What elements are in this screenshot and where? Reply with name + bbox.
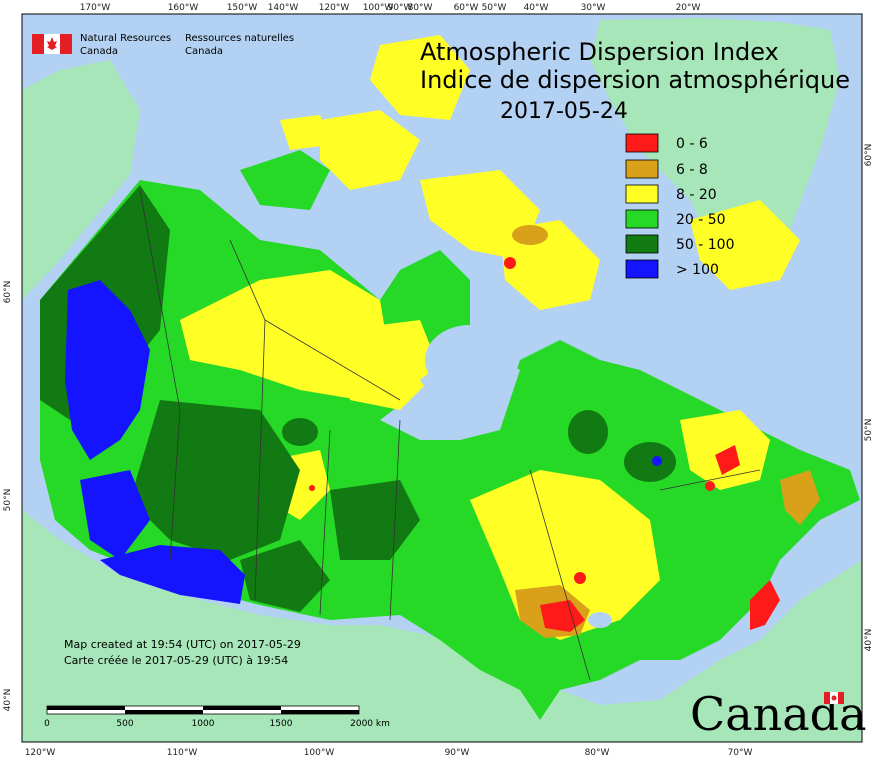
- legend-label-5: > 100: [676, 262, 719, 278]
- svg-text:40°W: 40°W: [524, 3, 549, 13]
- wordmark-flag-icon: [824, 692, 844, 704]
- graticule-top: 170°W 160°W 150°W 140°W 120°W 100°W 90°W…: [80, 3, 701, 13]
- legend-label-4: 50 - 100: [676, 237, 735, 253]
- svg-text:140°W: 140°W: [268, 3, 299, 13]
- zone-above-100: [65, 280, 662, 604]
- legend: 0 - 6 6 - 8 8 - 20 20 - 50 50 - 100 > 10…: [625, 133, 735, 279]
- svg-text:1000: 1000: [192, 719, 215, 729]
- svg-text:40°N: 40°N: [864, 629, 874, 652]
- surrounding-land: [22, 18, 862, 742]
- svg-text:60°N: 60°N: [864, 144, 874, 167]
- legend-swatch-1: [625, 159, 659, 179]
- agency-name-fr-2: Canada: [185, 46, 223, 57]
- map-date: 2017-05-24: [500, 99, 628, 124]
- legend-label-2: 8 - 20: [676, 187, 717, 203]
- svg-text:60°W: 60°W: [454, 3, 479, 13]
- legend-label-0: 0 - 6: [676, 136, 708, 152]
- legend-swatch-2: [625, 184, 659, 204]
- svg-text:60°N: 60°N: [3, 281, 13, 304]
- svg-text:80°W: 80°W: [585, 748, 610, 758]
- graticule-bottom: 120°W 110°W 100°W 90°W 80°W 70°W: [25, 748, 753, 758]
- graticule-right: 60°N 50°N 40°N: [864, 144, 874, 652]
- svg-text:30°W: 30°W: [581, 3, 606, 13]
- svg-text:1500: 1500: [270, 719, 293, 729]
- legend-swatch-5: [625, 259, 659, 279]
- agency-name-fr-1: Ressources naturelles: [185, 33, 294, 44]
- svg-text:90°W: 90°W: [445, 748, 470, 758]
- agency-name-en-1: Natural Resources: [80, 33, 171, 44]
- svg-text:160°W: 160°W: [168, 3, 199, 13]
- svg-text:170°W: 170°W: [80, 3, 111, 13]
- svg-text:70°W: 70°W: [728, 748, 753, 758]
- svg-text:120°W: 120°W: [25, 748, 56, 758]
- legend-label-3: 20 - 50: [676, 212, 726, 228]
- lakes: [420, 325, 612, 628]
- svg-text:100°W: 100°W: [363, 3, 394, 13]
- agency-signature: Natural Resources Canada Ressources natu…: [32, 33, 294, 57]
- legend-swatch-0: [625, 133, 659, 153]
- svg-text:80°W: 80°W: [408, 3, 433, 13]
- canada-wordmark: Canada: [690, 687, 867, 741]
- legend-label-1: 6 - 8: [676, 162, 708, 178]
- agency-name-en-2: Canada: [80, 46, 118, 57]
- title-en: Atmospheric Dispersion Index: [420, 38, 779, 66]
- svg-text:50°N: 50°N: [3, 489, 13, 512]
- svg-text:500: 500: [116, 719, 133, 729]
- svg-text:0: 0: [44, 719, 50, 729]
- svg-text:150°W: 150°W: [227, 3, 258, 13]
- graticule-left: 60°N 50°N 40°N: [3, 281, 13, 712]
- canada-flag-icon: [32, 34, 72, 54]
- province-boundaries: [139, 189, 761, 681]
- scale-bar: 0 500 1000 1500 2000 km: [44, 705, 390, 729]
- legend-swatch-4: [625, 234, 659, 254]
- legend-swatch-3: [625, 209, 659, 229]
- created-note-fr: Carte créée le 2017-05-29 (UTC) à 19:54: [64, 654, 288, 667]
- svg-text:2000 km: 2000 km: [350, 719, 390, 729]
- svg-text:120°W: 120°W: [319, 3, 350, 13]
- title-fr: Indice de dispersion atmosphérique: [420, 66, 850, 94]
- svg-text:20°W: 20°W: [676, 3, 701, 13]
- svg-text:50°N: 50°N: [864, 419, 874, 442]
- svg-text:50°W: 50°W: [482, 3, 507, 13]
- svg-text:100°W: 100°W: [304, 748, 335, 758]
- svg-text:40°N: 40°N: [3, 689, 13, 712]
- created-note-en: Map created at 19:54 (UTC) on 2017-05-29: [64, 638, 301, 651]
- svg-text:110°W: 110°W: [167, 748, 198, 758]
- svg-text:90°W: 90°W: [388, 3, 413, 13]
